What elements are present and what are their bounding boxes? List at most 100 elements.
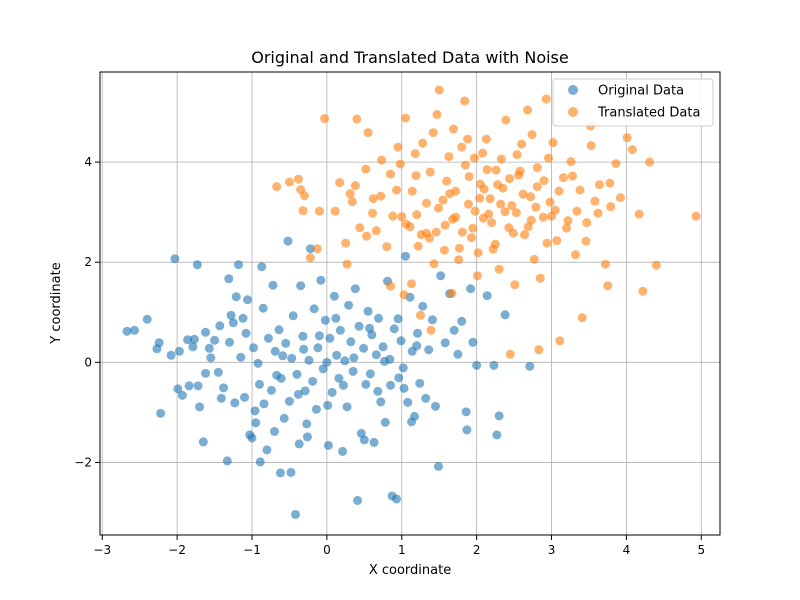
translated-data-point [563, 216, 573, 226]
translated-data-point [445, 189, 455, 199]
series-0 [122, 236, 535, 519]
translated-data-point [586, 141, 596, 151]
translated-data-point [454, 243, 464, 253]
original-data-point [189, 334, 199, 344]
translated-data-point [491, 165, 501, 175]
y-tick-label: 2 [84, 255, 92, 269]
translated-data-point [433, 203, 443, 213]
translated-data-point [615, 193, 625, 203]
translated-data-point [431, 227, 441, 237]
translated-data-point [345, 189, 355, 199]
translated-data-point [386, 169, 396, 179]
translated-data-point [442, 176, 452, 186]
original-data-point [433, 461, 443, 471]
original-data-point [494, 411, 504, 421]
translated-data-point [448, 124, 458, 134]
y-tick-label: 4 [84, 155, 92, 169]
x-tick-label: 3 [548, 543, 556, 557]
translated-data-point [464, 172, 474, 182]
original-data-point [406, 417, 416, 427]
original-data-point [308, 376, 318, 386]
translated-data-point [406, 279, 416, 289]
original-data-point [170, 254, 180, 264]
translated-data-point [382, 242, 392, 252]
translated-data-point [531, 202, 541, 212]
translated-data-point [593, 208, 603, 218]
original-data-point [300, 386, 310, 396]
translated-data-point [432, 110, 442, 120]
original-data-point [374, 313, 384, 323]
original-data-point [257, 262, 267, 272]
axis-ticks: −3 −2 −1 0 1 2 3 4 5 −2 0 2 4 [74, 155, 705, 557]
translated-data-point [299, 191, 309, 201]
original-data-point [247, 433, 257, 443]
original-data-point [255, 457, 265, 467]
translated-data-point [539, 176, 549, 186]
translated-data-point [691, 211, 701, 221]
original-data-point [274, 325, 284, 335]
original-data-point [440, 338, 450, 348]
translated-data-point [363, 128, 373, 138]
translated-data-point [470, 206, 480, 216]
translated-data-point [600, 259, 610, 269]
translated-data-point [515, 166, 525, 176]
original-data-point [287, 353, 297, 363]
original-data-point [331, 313, 341, 323]
original-data-point [436, 271, 446, 281]
legend-marker-original [568, 85, 578, 95]
original-data-point [365, 323, 375, 333]
original-data-point [309, 304, 319, 314]
original-data-point [415, 378, 425, 388]
original-data-point [361, 379, 371, 389]
translated-data-point [572, 206, 582, 216]
translated-data-point [511, 208, 521, 218]
translated-data-point [272, 182, 282, 192]
original-data-point [398, 363, 408, 373]
original-data-point [348, 366, 358, 376]
original-data-point [424, 345, 434, 355]
original-data-point [363, 306, 373, 316]
original-data-point [279, 413, 289, 423]
original-data-point [466, 284, 476, 294]
original-data-point [399, 383, 409, 393]
original-data-point [403, 397, 413, 407]
original-data-point [376, 397, 386, 407]
translated-data-point [466, 233, 476, 243]
original-data-point [210, 335, 220, 345]
translated-data-point [505, 174, 515, 184]
translated-data-point [548, 138, 558, 148]
original-data-point [418, 301, 428, 311]
x-tick-label: 1 [398, 543, 406, 557]
translated-data-point [478, 148, 488, 158]
original-data-point [129, 325, 139, 335]
translated-data-point [463, 134, 473, 144]
translated-data-point [496, 199, 506, 209]
original-data-point [340, 356, 350, 366]
original-data-point [259, 399, 269, 409]
legend-marker-translated [568, 107, 578, 117]
translated-data-point [554, 186, 564, 196]
translated-data-point [413, 241, 423, 251]
translated-data-point [293, 174, 303, 184]
original-data-point [249, 343, 259, 353]
translated-data-point [517, 139, 527, 149]
translated-data-point [582, 218, 592, 228]
translated-data-point [482, 165, 492, 175]
x-axis-label: X coordinate [369, 563, 451, 578]
translated-data-point [507, 201, 517, 211]
translated-data-point [447, 288, 457, 298]
original-data-point [173, 384, 183, 394]
original-data-point [177, 390, 187, 400]
translated-data-point [371, 226, 381, 236]
translated-data-point [421, 198, 431, 208]
translated-data-point [388, 211, 398, 221]
translated-data-point [439, 245, 449, 255]
translated-data-point [355, 223, 365, 233]
translated-data-point [490, 239, 500, 249]
original-data-point [346, 337, 356, 347]
translated-data-point [460, 160, 470, 170]
x-tick-label: −3 [93, 543, 111, 557]
grid [100, 72, 720, 535]
original-data-point [313, 343, 323, 353]
original-data-point [174, 346, 184, 356]
